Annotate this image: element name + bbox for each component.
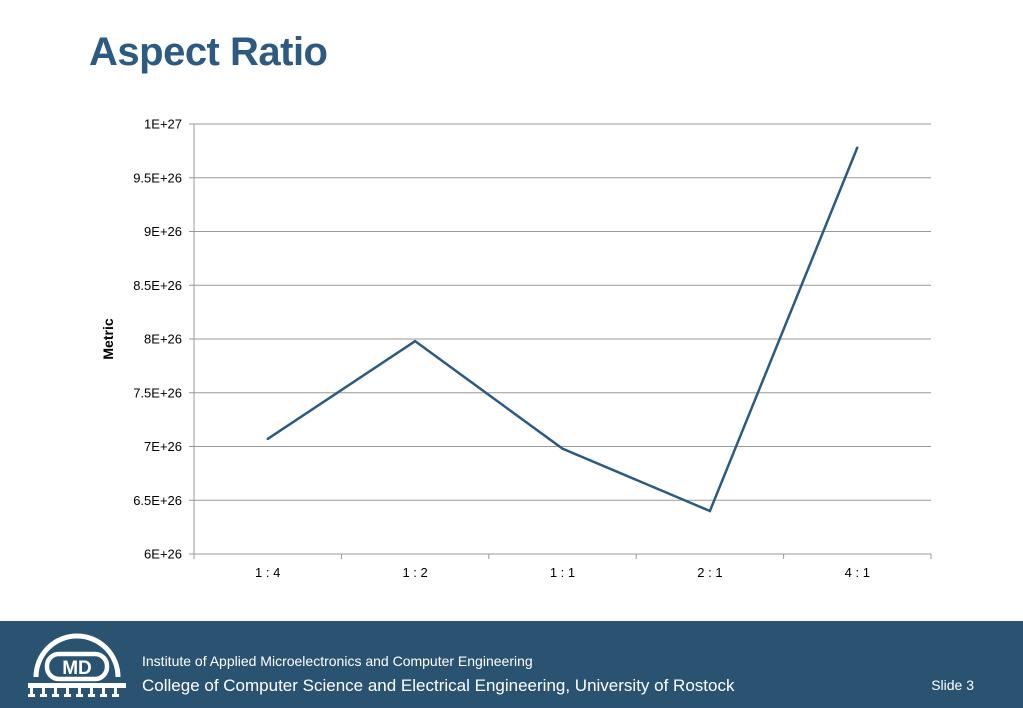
x-tick-label: 2 : 1 — [697, 565, 722, 580]
x-tick-label: 1 : 1 — [550, 565, 575, 580]
x-tick-label: 1 : 4 — [255, 565, 280, 580]
footer-bar: MD Institute of Applied Microelectronics… — [0, 621, 1023, 708]
line-chart: 6E+26 6.5E+26 7E+26 7.5E+26 8E+26 8.5E+26 9E+2… — [100, 117, 932, 581]
institute-name: Institute of Applied Microelectronics an… — [142, 653, 533, 669]
y-tick-label: 7E+26 — [144, 439, 182, 454]
y-tick-label: 7.5E+26 — [133, 385, 182, 400]
slide-number: Slide 3 — [931, 677, 974, 693]
logo-lettering: MD — [62, 658, 92, 679]
data-point — [561, 447, 564, 450]
x-tick-label: 1 : 2 — [402, 565, 427, 580]
gridlines — [194, 123, 931, 501]
y-axis-title: Metric — [100, 318, 116, 359]
y-tick-label: 8.5E+26 — [133, 278, 182, 293]
y-tick-label: 1E+27 — [144, 117, 182, 132]
slide-title: Aspect Ratio — [89, 30, 328, 74]
data-point — [413, 339, 417, 343]
chart-axes — [189, 123, 932, 559]
series-layer — [266, 146, 859, 513]
y-tick-label: 6.5E+26 — [133, 493, 182, 508]
md-logo-icon: MD — [28, 633, 126, 697]
x-tick-label: 4 : 1 — [845, 565, 870, 580]
series-line — [267, 147, 859, 513]
data-point — [266, 437, 269, 441]
data-point — [856, 146, 859, 149]
y-tick-label: 6E+26 — [144, 547, 182, 562]
y-tick-label: 9E+26 — [144, 224, 182, 239]
college-name: College of Computer Science and Electric… — [142, 676, 735, 695]
y-tick-label: 8E+26 — [144, 332, 182, 347]
data-point — [708, 509, 712, 513]
y-tick-label: 9.5E+26 — [133, 170, 182, 185]
tick-labels: 6E+26 6.5E+26 7E+26 7.5E+26 8E+26 8.5E+26 9E+2… — [133, 117, 870, 581]
